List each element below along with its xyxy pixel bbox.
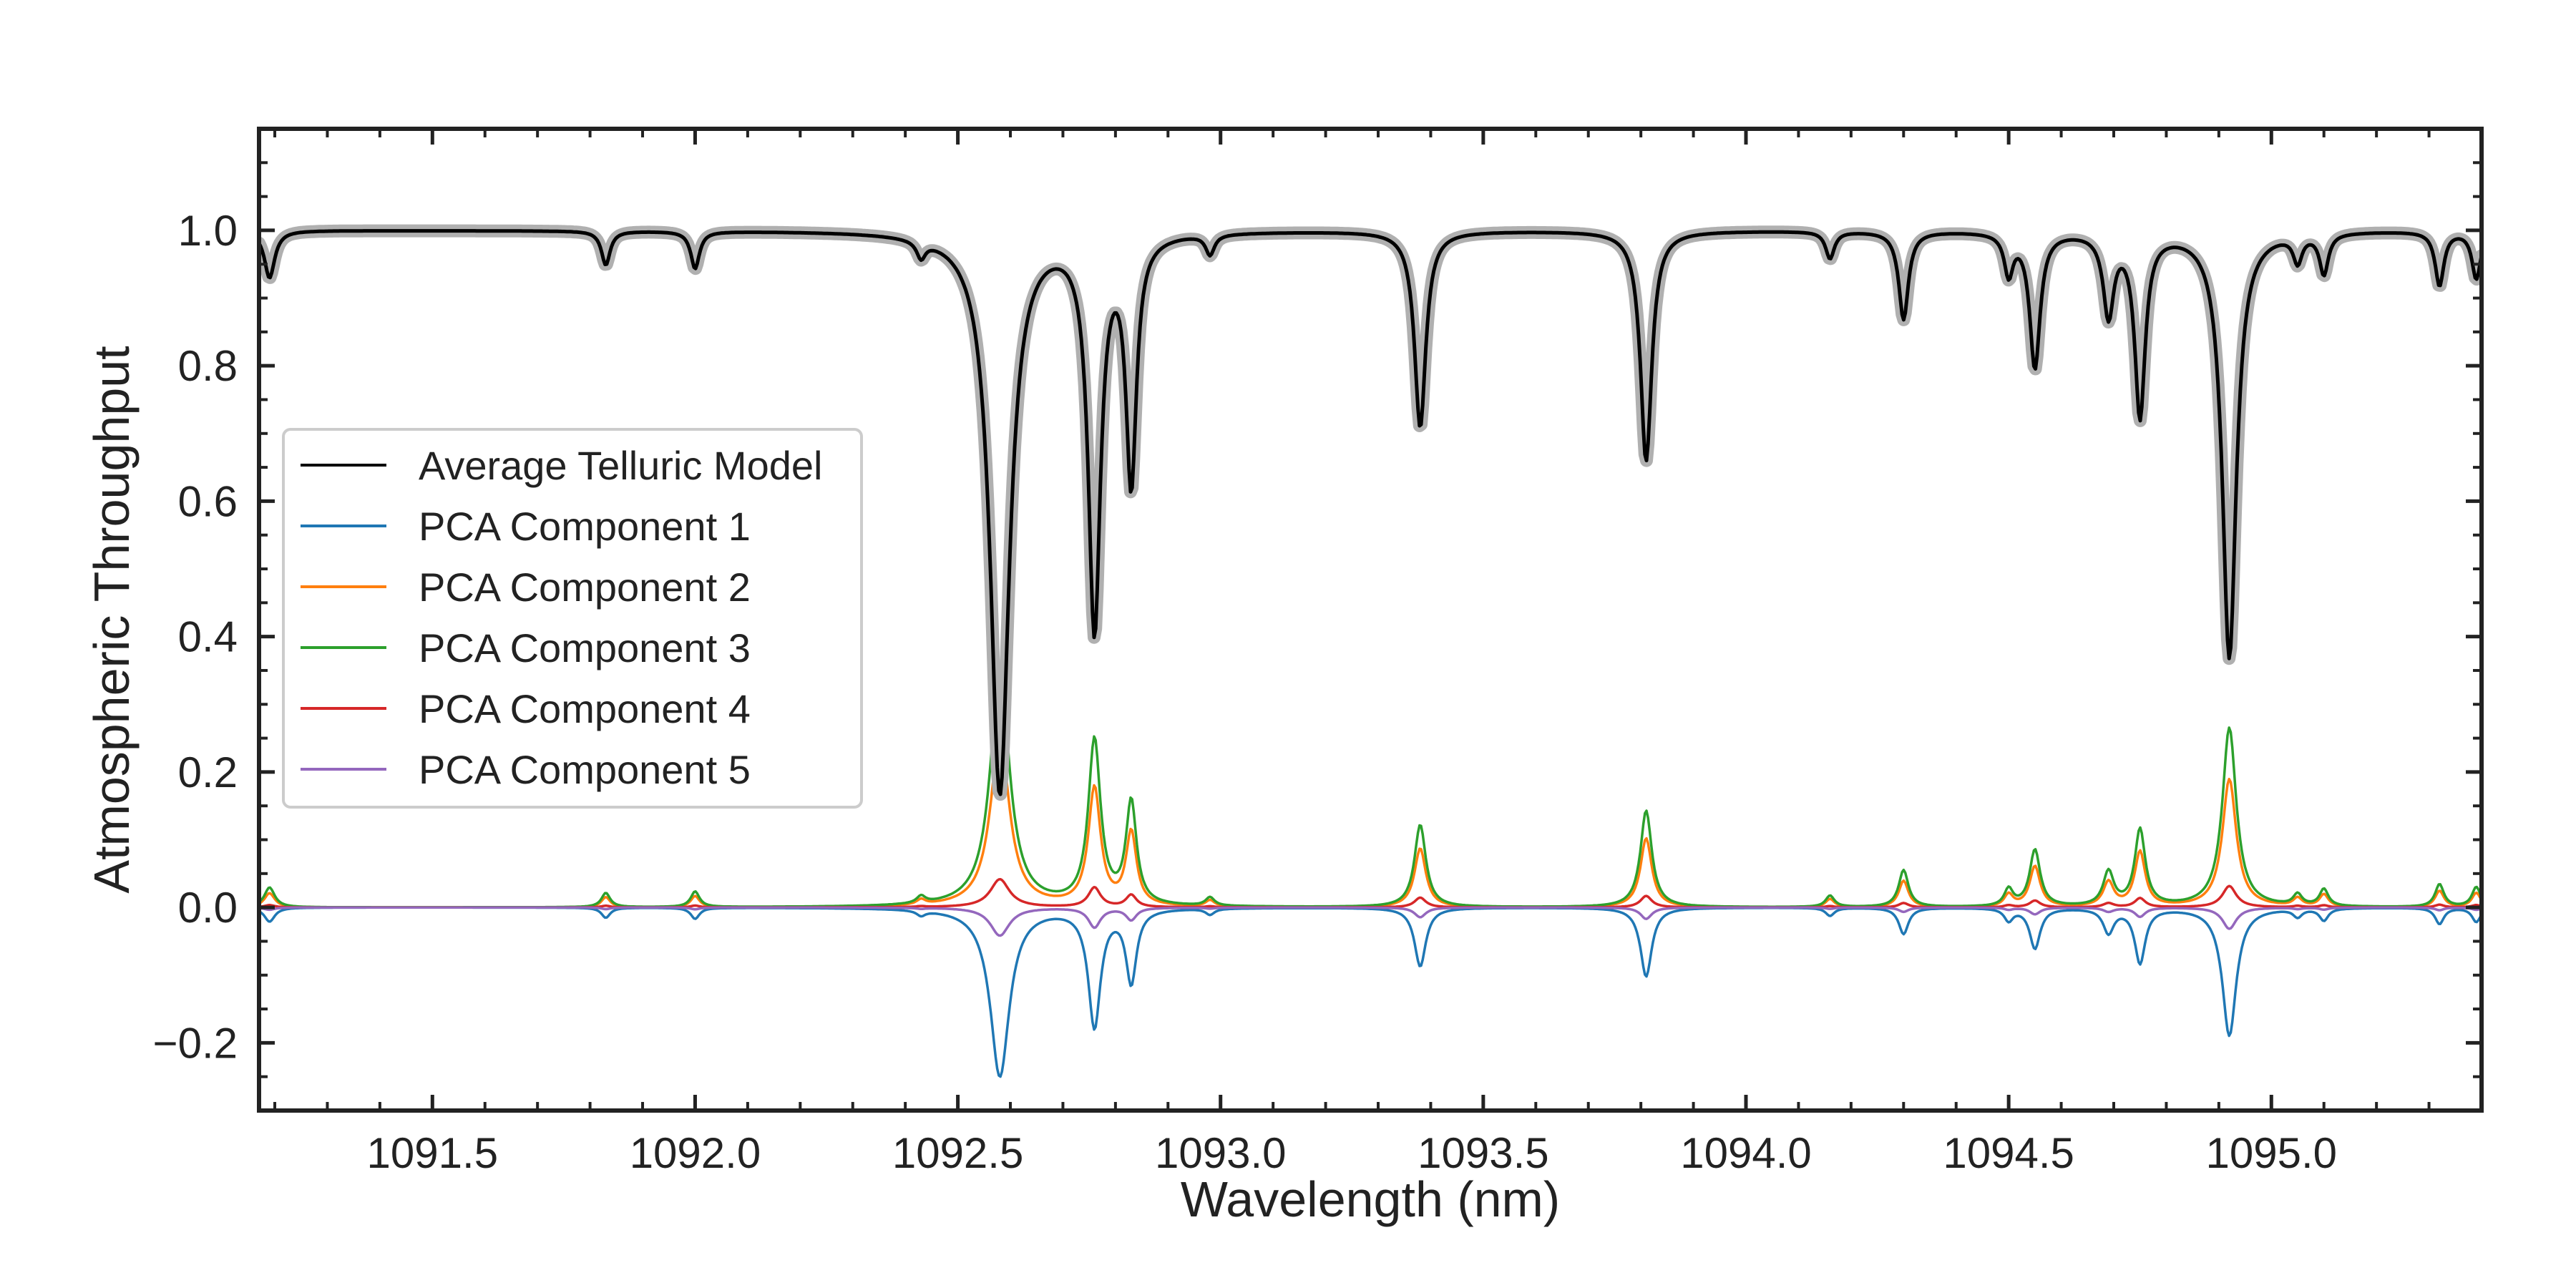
average-telluric-model-line [259, 229, 2482, 796]
x-tick-label: 1095.0 [2206, 1129, 2338, 1177]
y-tick-label: 0.4 [178, 613, 238, 661]
legend-label-average-telluric-model: Average Telluric Model [419, 443, 822, 488]
plot-frame [257, 127, 2484, 1113]
legend-label-pca-component-2: PCA Component 2 [419, 565, 751, 610]
x-tick-label: 1092.0 [630, 1129, 761, 1177]
y-tick-label: 0.0 [178, 884, 238, 932]
x-tick-label: 1093.0 [1155, 1129, 1287, 1177]
x-tick-label: 1094.0 [1680, 1129, 1812, 1177]
y-tick-label: −0.2 [153, 1019, 238, 1067]
y-tick-label: 0.2 [178, 748, 238, 796]
x-tick-label: 1092.5 [892, 1129, 1024, 1177]
y-axis-title: Atmospheric Throughput [84, 346, 140, 893]
y-tick-label: 0.6 [178, 477, 238, 525]
y-tick-label: 0.8 [178, 342, 238, 390]
y-tick-label: 1.0 [178, 207, 238, 255]
pca-component-5-line [259, 906, 2482, 937]
x-tick-label: 1091.5 [367, 1129, 499, 1177]
plot-series [259, 224, 2482, 1078]
legend-frame [282, 428, 863, 809]
x-tick-label: 1094.5 [1943, 1129, 2074, 1177]
legend-label-pca-component-4: PCA Component 4 [419, 686, 751, 731]
legend-label-pca-component-1: PCA Component 1 [419, 504, 751, 549]
legend-label-pca-component-5: PCA Component 5 [419, 747, 751, 792]
x-tick-label: 1093.5 [1418, 1129, 1549, 1177]
axis-ticks: 1091.5 1092.0 1092.5 1093.0 1093.5 1094.0 1094… [153, 129, 2483, 1177]
legend-label-pca-component-3: PCA Component 3 [419, 625, 751, 670]
x-axis-title: Wavelength (nm) [1181, 1171, 1560, 1227]
legend: Average Telluric Model PCA Component 1 PCA… [282, 428, 863, 809]
